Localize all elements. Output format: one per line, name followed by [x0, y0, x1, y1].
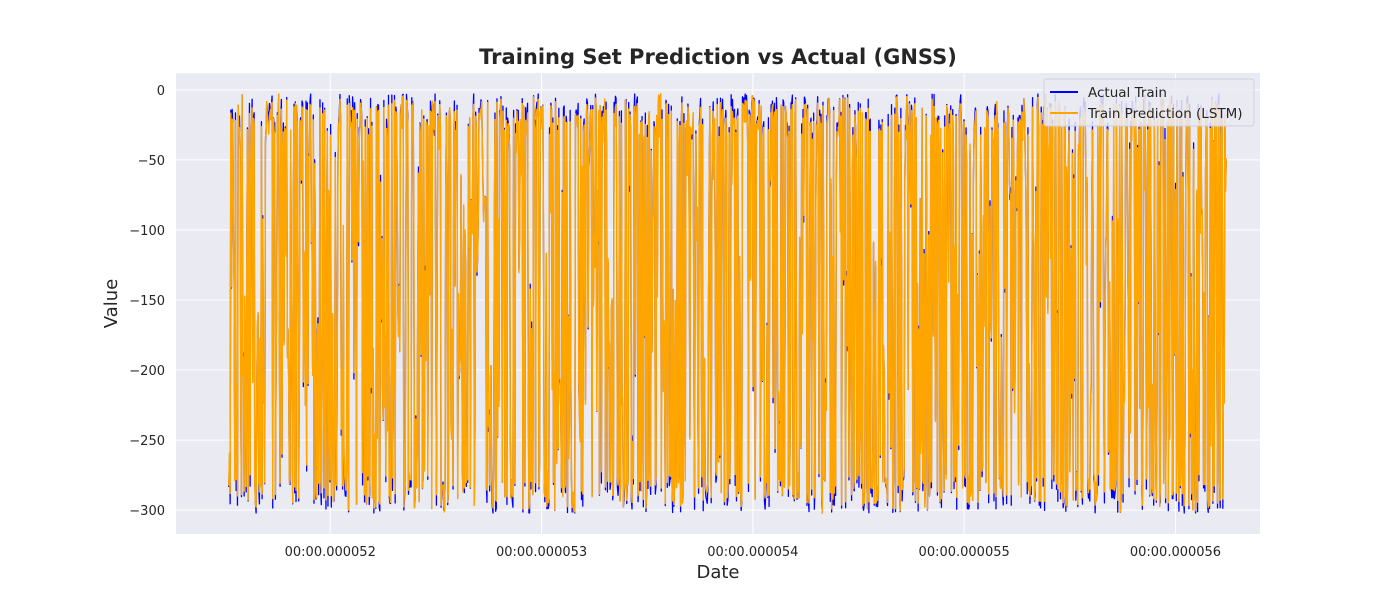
- legend-label: Actual Train: [1088, 85, 1167, 101]
- y-tick-label: 0: [157, 84, 165, 99]
- chart-title: Training Set Prediction vs Actual (GNSS): [479, 45, 957, 69]
- x-tick-label: 00:00.000054: [707, 545, 798, 560]
- y-tick-label: −200: [129, 364, 165, 379]
- y-tick-label: −100: [129, 224, 165, 239]
- legend-box: [1043, 78, 1255, 127]
- legend-label: Train Prediction (LSTM): [1087, 106, 1243, 122]
- x-axis-label: Date: [696, 562, 739, 583]
- x-tick-label: 00:00.000056: [1130, 545, 1221, 560]
- x-tick-label: 00:00.000055: [919, 545, 1010, 560]
- x-tick-label: 00:00.000053: [496, 545, 587, 560]
- ticks: 0 −50 −100 −150 −200 −250 −300 00:00.000052 00:0…: [129, 84, 1221, 560]
- y-axis-label: Value: [101, 279, 122, 328]
- series-line-train-prediction: [228, 93, 1227, 514]
- y-tick-label: −250: [129, 434, 165, 449]
- legend: Actual Train Train Prediction (LSTM): [1043, 78, 1255, 127]
- y-tick-label: −300: [129, 504, 165, 519]
- x-tick-label: 00:00.000052: [285, 545, 376, 560]
- series-layer: [228, 93, 1227, 514]
- y-tick-label: −150: [129, 294, 165, 309]
- y-tick-label: −50: [138, 154, 165, 169]
